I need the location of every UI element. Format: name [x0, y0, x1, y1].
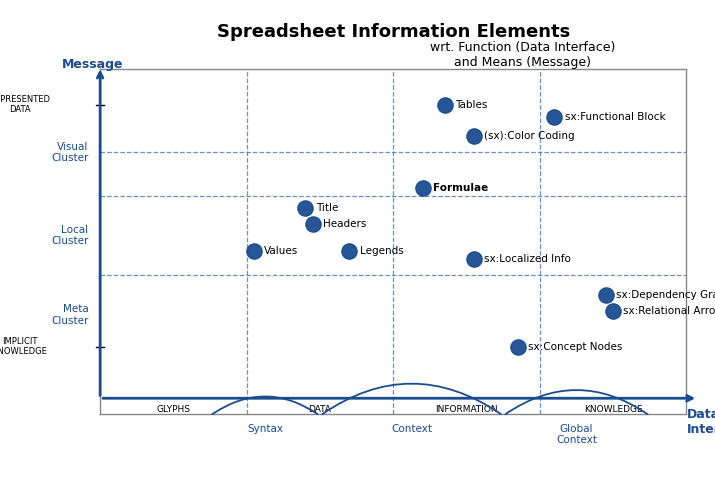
Text: INFORMATION: INFORMATION: [435, 405, 498, 414]
Text: sx:Localized Info: sx:Localized Info: [484, 254, 571, 264]
Text: Visual
Cluster: Visual Cluster: [51, 141, 89, 163]
Point: [468, 133, 480, 141]
Point: [607, 307, 618, 315]
Text: Data
Interface: Data Interface: [686, 408, 715, 436]
Text: REPRESENTED
DATA: REPRESENTED DATA: [0, 95, 50, 114]
Text: sx:Relational Arrows: sx:Relational Arrows: [623, 306, 715, 316]
Text: Meta
Cluster: Meta Cluster: [51, 304, 89, 326]
Text: Headers: Headers: [323, 219, 366, 229]
Text: wrt. Function (Data Interface)
and Means (Message): wrt. Function (Data Interface) and Means…: [430, 41, 615, 69]
Point: [512, 343, 523, 351]
Point: [248, 247, 260, 255]
Text: Tables: Tables: [455, 100, 487, 110]
Text: sx:Concept Nodes: sx:Concept Nodes: [528, 342, 623, 352]
Text: Values: Values: [265, 246, 299, 256]
Text: DATA: DATA: [309, 405, 331, 414]
Text: Title: Title: [315, 203, 338, 213]
Text: Syntax: Syntax: [247, 423, 283, 434]
Text: GLYPHS: GLYPHS: [157, 405, 190, 414]
Text: Global
Context: Global Context: [556, 423, 597, 445]
Point: [300, 204, 311, 212]
Point: [600, 291, 611, 299]
Point: [343, 247, 355, 255]
Text: Context: Context: [391, 423, 432, 434]
Text: sx:Dependency Graph: sx:Dependency Graph: [616, 290, 715, 300]
Text: Local
Cluster: Local Cluster: [51, 225, 89, 246]
Text: (sx):Color Coding: (sx):Color Coding: [484, 132, 575, 141]
Point: [549, 113, 561, 121]
Text: IMPLICIT
KNOWLEDGE: IMPLICIT KNOWLEDGE: [0, 337, 47, 356]
Text: KNOWLEDGE: KNOWLEDGE: [584, 405, 642, 414]
Point: [307, 220, 318, 228]
Text: Formulae: Formulae: [433, 183, 488, 193]
Point: [417, 184, 428, 192]
Point: [439, 101, 450, 108]
Point: [468, 255, 480, 263]
Text: Message: Message: [62, 58, 124, 71]
Text: Spreadsheet Information Elements: Spreadsheet Information Elements: [217, 23, 570, 41]
Text: Legends: Legends: [360, 246, 403, 256]
Text: sx:Functional Block: sx:Functional Block: [565, 111, 666, 122]
